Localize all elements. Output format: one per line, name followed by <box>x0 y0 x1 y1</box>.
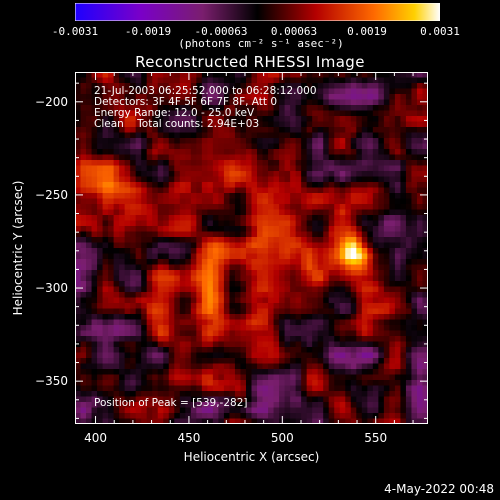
annotation-detectors: Detectors: 3F 4F 5F 6F 7F 8F, Att 0 <box>94 96 278 108</box>
heatmap-cells <box>75 72 428 424</box>
colorbar-units: (photons cm⁻² s⁻¹ asec⁻²) <box>178 37 344 50</box>
colorbar <box>75 3 440 21</box>
chart-title: Reconstructed RHESSI Image <box>135 53 365 71</box>
colorbar-tick-label: -0.0019 <box>124 25 172 38</box>
colorbar-tick-labels: -0.0031 -0.0019 -0.00063 0.00063 0.0019 0.003… <box>0 0 500 40</box>
y-tick-label: −300 <box>35 281 68 296</box>
y-tick-label: −250 <box>35 187 68 202</box>
x-tick-label: 400 <box>84 431 107 445</box>
colorbar-tick-label: 0.0031 <box>420 25 460 38</box>
y-tick-label: −200 <box>35 94 68 109</box>
y-tick-label: −350 <box>35 374 68 389</box>
colorbar-tick-label: 0.00063 <box>270 25 318 38</box>
x-tick-label: 550 <box>364 431 388 445</box>
annotation-energy-range: Energy Range: 12.0 - 25.0 keV <box>94 107 255 119</box>
colorbar-tick-label: 0.0019 <box>347 25 387 38</box>
annotation-time-range: 21-Jul-2003 06:25:52.000 to 06:28:12.000 <box>94 85 317 97</box>
footer-timestamp: 4-May-2022 00:48 <box>384 482 494 496</box>
y-axis-label: Heliocentric Y (arcsec) <box>11 180 25 316</box>
plot-frame <box>75 72 428 424</box>
peak-position-label: Position of Peak = [539,-282] <box>94 397 248 409</box>
heatmap-plot <box>75 72 428 424</box>
axis-ticks <box>75 72 428 424</box>
annotation-counts: Clean Total counts: 2.94E+03 <box>94 118 260 130</box>
x-tick-label: 450 <box>177 431 201 445</box>
colorbar-tick-label: -0.00063 <box>194 25 248 38</box>
x-tick-label: 500 <box>270 431 294 445</box>
colorbar-tick-label: -0.0031 <box>51 25 99 38</box>
x-axis-label: Heliocentric X (arcsec) <box>183 450 320 464</box>
